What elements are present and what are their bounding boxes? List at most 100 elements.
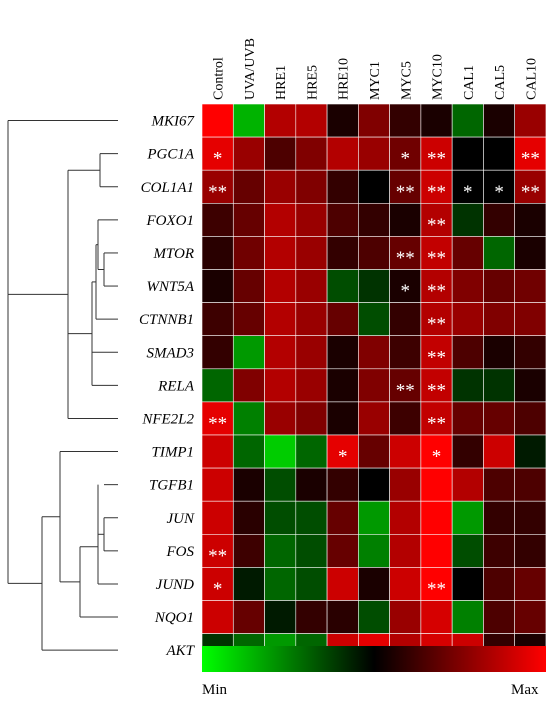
heatmap-cell bbox=[232, 368, 265, 403]
heatmap-cell bbox=[232, 401, 265, 436]
heatmap-cell bbox=[451, 103, 484, 138]
heatmap-cell bbox=[514, 302, 547, 337]
heatmap-cell bbox=[326, 434, 359, 469]
heatmap-cell bbox=[389, 401, 422, 436]
heatmap-cell bbox=[232, 567, 265, 601]
heatmap-cell bbox=[201, 169, 234, 204]
heatmap-cell bbox=[514, 401, 547, 436]
heatmap-cell bbox=[358, 368, 390, 403]
significance-star: * bbox=[213, 149, 223, 170]
heatmap-cell bbox=[295, 500, 328, 535]
heatmap-cell bbox=[389, 600, 422, 634]
heatmap-cell bbox=[358, 203, 390, 237]
heatmap-cell bbox=[483, 103, 515, 138]
heatmap-cell bbox=[264, 368, 297, 403]
significance-star: ** bbox=[427, 182, 446, 203]
column-label: HRE5 bbox=[305, 65, 320, 100]
heatmap-cell bbox=[420, 103, 453, 138]
heatmap-cell bbox=[326, 401, 359, 436]
heatmap-cell bbox=[451, 401, 484, 436]
heatmap-cell bbox=[264, 600, 297, 634]
heatmap-cell bbox=[420, 368, 453, 403]
heatmap-cell bbox=[451, 567, 484, 601]
heatmap-cell bbox=[358, 600, 390, 634]
heatmap-cell bbox=[358, 335, 390, 370]
significance-star: ** bbox=[427, 281, 446, 302]
significance-star: * bbox=[213, 579, 223, 600]
row-label: NQO1 bbox=[154, 610, 194, 626]
scale-max-label: Max bbox=[511, 682, 539, 698]
heatmap-cell bbox=[201, 335, 234, 370]
heatmap-cell bbox=[232, 302, 265, 337]
heatmap-cell bbox=[295, 368, 328, 403]
row-label: JUND bbox=[156, 577, 194, 593]
heatmap-cell bbox=[326, 136, 359, 171]
row-label: AKT bbox=[165, 643, 195, 659]
heatmap-cell bbox=[358, 136, 390, 171]
column-label: HRE1 bbox=[274, 65, 289, 100]
heatmap-cell bbox=[483, 236, 515, 270]
heatmap-cell bbox=[326, 335, 359, 370]
heatmap-cell bbox=[420, 136, 453, 171]
heatmap-cell bbox=[264, 136, 297, 171]
heatmap-cell bbox=[389, 302, 422, 337]
heatmap-cell bbox=[389, 103, 422, 138]
heatmap-cell bbox=[264, 467, 297, 502]
row-label: MTOR bbox=[152, 246, 194, 262]
row-label: COL1A1 bbox=[141, 180, 194, 196]
column-label: MYC1 bbox=[368, 61, 383, 100]
heatmap-cell bbox=[358, 467, 390, 502]
heatmap-cell bbox=[358, 236, 390, 270]
heatmap-cell bbox=[295, 335, 328, 370]
heatmap-cell bbox=[326, 500, 359, 535]
heatmap-cell bbox=[201, 368, 234, 403]
heatmap-cell bbox=[358, 401, 390, 436]
heatmap-cell bbox=[389, 136, 422, 171]
heatmap-cell bbox=[483, 500, 515, 535]
heatmap-cell bbox=[264, 533, 297, 568]
heatmap-cell bbox=[514, 335, 547, 370]
heatmap-cell bbox=[232, 600, 265, 634]
heatmap-cell bbox=[326, 203, 359, 237]
significance-star: * bbox=[401, 281, 411, 302]
heatmap-cell bbox=[389, 236, 422, 270]
heatmap-cell bbox=[514, 169, 547, 204]
significance-star: * bbox=[338, 447, 348, 468]
row-label: WNT5A bbox=[146, 279, 194, 295]
heatmap-cell bbox=[295, 434, 328, 469]
heatmap-cell bbox=[295, 269, 328, 303]
heatmap-cell bbox=[326, 467, 359, 502]
heatmap-cell bbox=[451, 368, 484, 403]
significance-star: ** bbox=[521, 182, 540, 203]
significance-star: ** bbox=[427, 149, 446, 170]
significance-star: * bbox=[494, 182, 504, 203]
heatmap-cell bbox=[232, 335, 265, 370]
column-label: Control bbox=[212, 57, 227, 100]
heatmap-cell bbox=[295, 467, 328, 502]
column-label: MYC10 bbox=[431, 54, 446, 100]
heatmap-cell bbox=[358, 269, 390, 303]
heatmap-cell bbox=[451, 203, 484, 237]
heatmap-cell bbox=[295, 203, 328, 237]
row-label: TGFB1 bbox=[149, 478, 194, 494]
heatmap-cell bbox=[264, 434, 297, 469]
significance-star: * bbox=[432, 447, 442, 468]
heatmap-cell bbox=[514, 434, 547, 469]
row-label: CTNNB1 bbox=[139, 312, 194, 328]
heatmap-cell bbox=[451, 302, 484, 337]
significance-star: ** bbox=[396, 248, 415, 269]
heatmap-cell bbox=[483, 533, 515, 568]
heatmap-cell bbox=[514, 136, 547, 171]
color-scale-bar bbox=[202, 646, 546, 672]
heatmap-cell bbox=[483, 368, 515, 403]
heatmap-cell bbox=[232, 269, 265, 303]
heatmap-cell bbox=[451, 434, 484, 469]
significance-markers: * * ** **** ** ** * * ****** *** ******** **** *** **… bbox=[208, 149, 540, 600]
heatmap-cell bbox=[201, 500, 234, 535]
heatmap-cell bbox=[232, 500, 265, 535]
significance-star: ** bbox=[427, 314, 446, 335]
heatmap-cell bbox=[389, 335, 422, 370]
heatmap-cell bbox=[451, 269, 484, 303]
heatmap-cell bbox=[483, 467, 515, 502]
heatmap-cell bbox=[201, 103, 234, 138]
